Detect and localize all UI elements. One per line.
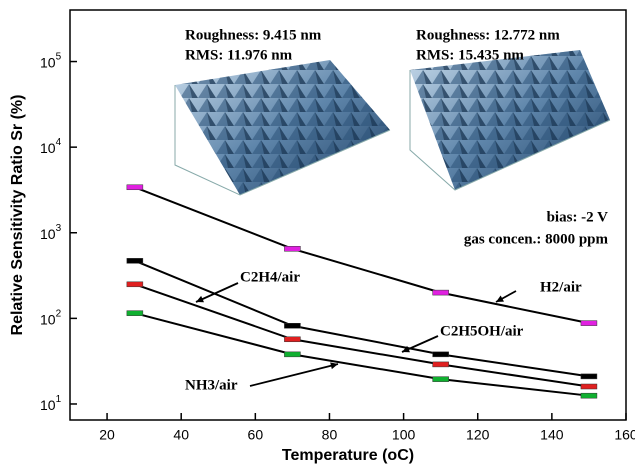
data-marker [127, 185, 143, 190]
data-marker [581, 393, 597, 398]
y-tick-base: 10 [40, 140, 56, 156]
x-tick-label: 20 [99, 427, 115, 443]
y-tick-base: 10 [40, 54, 56, 70]
label-arrow [250, 364, 338, 386]
y-tick-label: 101 [40, 394, 62, 413]
x-axis-label: Temperature (oC) [282, 447, 414, 464]
y-tick-base: 10 [40, 311, 56, 327]
inset-left [175, 60, 390, 195]
series-line [135, 187, 589, 323]
chart: Roughness: 9.415 nm RMS: 11.976 nm Rough… [0, 0, 635, 468]
y-tick-base: 10 [40, 397, 56, 413]
series-label: C2H4/air [240, 269, 300, 285]
series-label: H2/air [540, 279, 582, 295]
series-line [135, 261, 589, 377]
y-axis-label: Relative Sensitivity Ratio Sr (%) [9, 95, 26, 336]
data-marker [284, 323, 300, 328]
y-tick-exponent: 2 [56, 308, 62, 319]
annotation: RMS: 11.976 nm [185, 47, 293, 63]
data-marker [284, 352, 300, 357]
y-tick-label: 103 [40, 222, 62, 241]
x-tick-label: 140 [540, 427, 564, 443]
inset-right [410, 50, 610, 190]
y-tick-exponent: 4 [56, 137, 62, 148]
x-tick-label: 100 [392, 427, 416, 443]
x-tick-label: 160 [614, 427, 635, 443]
annotation: Roughness: 9.415 nm [185, 27, 322, 43]
y-tick-exponent: 1 [56, 394, 62, 405]
y-tick-label: 104 [40, 137, 62, 156]
x-tick-label: 120 [466, 427, 490, 443]
data-marker [127, 258, 143, 263]
series-label: NH3/air [185, 377, 238, 393]
data-marker [433, 290, 449, 295]
y-tick-exponent: 3 [56, 222, 62, 233]
data-marker [581, 321, 597, 326]
series-label: C2H5OH/air [440, 323, 524, 339]
y-tick-label: 105 [40, 51, 62, 70]
data-marker [127, 282, 143, 287]
data-marker [433, 352, 449, 357]
data-marker [581, 374, 597, 379]
data-marker [433, 377, 449, 382]
annotation: RMS: 15.435 nm [416, 47, 524, 63]
annotation: bias: -2 V [547, 209, 609, 225]
data-marker [284, 246, 300, 251]
x-tick-label: 40 [173, 427, 189, 443]
x-tick-label: 60 [248, 427, 264, 443]
y-tick-label: 102 [40, 308, 62, 327]
data-marker [433, 362, 449, 367]
data-marker [284, 337, 300, 342]
annotation: Roughness: 12.772 nm [416, 27, 560, 43]
annotation: gas concen.: 8000 ppm [464, 231, 609, 247]
y-tick-exponent: 5 [56, 51, 62, 62]
x-tick-label: 80 [322, 427, 338, 443]
y-tick-base: 10 [40, 225, 56, 241]
data-marker [581, 384, 597, 389]
data-marker [127, 311, 143, 316]
